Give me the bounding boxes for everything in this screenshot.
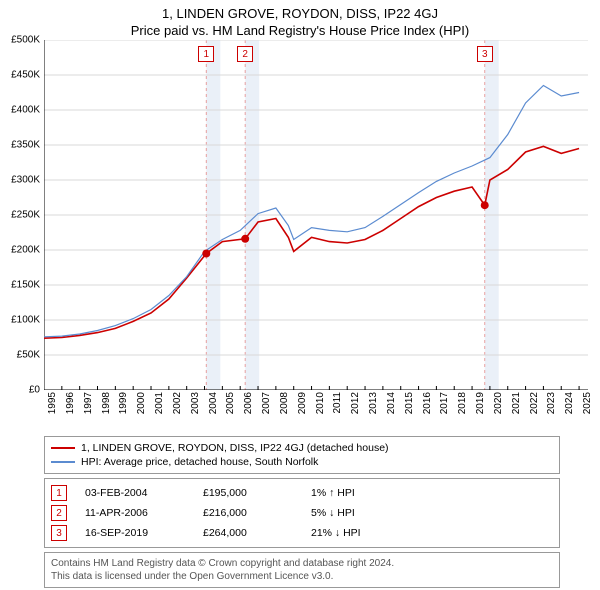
x-tick-label: 2023 bbox=[546, 392, 557, 414]
x-tick-label: 2020 bbox=[493, 392, 504, 414]
x-tick-label: 1999 bbox=[118, 392, 129, 414]
x-tick-label: 2000 bbox=[136, 392, 147, 414]
x-tick-label: 2003 bbox=[190, 392, 201, 414]
events-box: 1 03-FEB-2004 £195,000 1% ↑ HPI 2 11-APR-2006… bbox=[44, 478, 560, 548]
legend-swatch bbox=[51, 461, 75, 463]
x-tick-label: 2025 bbox=[582, 392, 593, 414]
event-marker-icon: 1 bbox=[51, 485, 67, 501]
event-row: 3 16-SEP-2019 £264,000 21% ↓ HPI bbox=[51, 523, 553, 543]
footer-box: Contains HM Land Registry data © Crown c… bbox=[44, 552, 560, 588]
legend-label: 1, LINDEN GROVE, ROYDON, DISS, IP22 4GJ … bbox=[81, 442, 389, 454]
event-price: £264,000 bbox=[203, 527, 293, 539]
y-tick-label: £300K bbox=[0, 175, 40, 186]
x-tick-label: 2016 bbox=[422, 392, 433, 414]
event-date: 16-SEP-2019 bbox=[85, 527, 185, 539]
x-tick-label: 2007 bbox=[261, 392, 272, 414]
x-tick-label: 1995 bbox=[47, 392, 58, 414]
event-marker-1: 1 bbox=[198, 46, 214, 62]
x-tick-label: 2011 bbox=[332, 392, 343, 414]
title-address: 1, LINDEN GROVE, ROYDON, DISS, IP22 4GJ bbox=[0, 6, 600, 21]
x-tick-label: 2002 bbox=[172, 392, 183, 414]
x-tick-label: 2019 bbox=[475, 392, 486, 414]
y-tick-label: £200K bbox=[0, 245, 40, 256]
x-tick-label: 2015 bbox=[404, 392, 415, 414]
legend-swatch bbox=[51, 447, 75, 449]
legend-row: 1, LINDEN GROVE, ROYDON, DISS, IP22 4GJ … bbox=[51, 441, 553, 455]
x-tick-label: 2009 bbox=[297, 392, 308, 414]
chart-svg bbox=[44, 40, 588, 390]
x-tick-label: 2010 bbox=[315, 392, 326, 414]
x-tick-label: 2017 bbox=[439, 392, 450, 414]
event-date: 03-FEB-2004 bbox=[85, 487, 185, 499]
y-tick-label: £400K bbox=[0, 105, 40, 116]
x-tick-label: 1998 bbox=[101, 392, 112, 414]
event-delta: 1% ↑ HPI bbox=[311, 487, 355, 499]
y-tick-label: £100K bbox=[0, 315, 40, 326]
y-tick-label: £250K bbox=[0, 210, 40, 221]
y-tick-label: £500K bbox=[0, 35, 40, 46]
chart-area: £0£50K£100K£150K£200K£250K£300K£350K£400… bbox=[44, 40, 588, 390]
x-tick-label: 2014 bbox=[386, 392, 397, 414]
event-price: £195,000 bbox=[203, 487, 293, 499]
x-tick-label: 2012 bbox=[350, 392, 361, 414]
x-tick-label: 2005 bbox=[225, 392, 236, 414]
legend-row: HPI: Average price, detached house, Sout… bbox=[51, 455, 553, 469]
x-axis-labels: 1995 1996 1997 1998 1999 2000 2001 2002 2003 2004… bbox=[44, 390, 588, 430]
title-block: 1, LINDEN GROVE, ROYDON, DISS, IP22 4GJ … bbox=[0, 0, 600, 40]
y-tick-label: £0 bbox=[0, 385, 40, 396]
event-row: 2 11-APR-2006 £216,000 5% ↓ HPI bbox=[51, 503, 553, 523]
event-price: £216,000 bbox=[203, 507, 293, 519]
event-marker-3: 3 bbox=[477, 46, 493, 62]
x-tick-label: 2008 bbox=[279, 392, 290, 414]
title-subtitle: Price paid vs. HM Land Registry's House … bbox=[0, 23, 600, 38]
x-tick-label: 1997 bbox=[83, 392, 94, 414]
event-row: 1 03-FEB-2004 £195,000 1% ↑ HPI bbox=[51, 483, 553, 503]
x-tick-label: 2004 bbox=[208, 392, 219, 414]
event-delta: 5% ↓ HPI bbox=[311, 507, 355, 519]
x-tick-label: 2021 bbox=[511, 392, 522, 414]
x-tick-label: 2018 bbox=[457, 392, 468, 414]
event-marker-icon: 2 bbox=[51, 505, 67, 521]
footer-line-1: Contains HM Land Registry data © Crown c… bbox=[51, 557, 553, 570]
x-tick-label: 1996 bbox=[65, 392, 76, 414]
x-tick-label: 2006 bbox=[243, 392, 254, 414]
x-tick-label: 2001 bbox=[154, 392, 165, 414]
legend-label: HPI: Average price, detached house, Sout… bbox=[81, 456, 318, 468]
x-tick-label: 2022 bbox=[529, 392, 540, 414]
x-tick-label: 2013 bbox=[368, 392, 379, 414]
event-date: 11-APR-2006 bbox=[85, 507, 185, 519]
event-marker-icon: 3 bbox=[51, 525, 67, 541]
event-delta: 21% ↓ HPI bbox=[311, 527, 361, 539]
legend-box: 1, LINDEN GROVE, ROYDON, DISS, IP22 4GJ … bbox=[44, 436, 560, 474]
y-tick-label: £450K bbox=[0, 70, 40, 81]
y-tick-label: £50K bbox=[0, 350, 40, 361]
y-tick-label: £350K bbox=[0, 140, 40, 151]
y-tick-label: £150K bbox=[0, 280, 40, 291]
event-marker-2: 2 bbox=[237, 46, 253, 62]
x-tick-label: 2024 bbox=[564, 392, 575, 414]
footer-line-2: This data is licensed under the Open Gov… bbox=[51, 570, 553, 583]
